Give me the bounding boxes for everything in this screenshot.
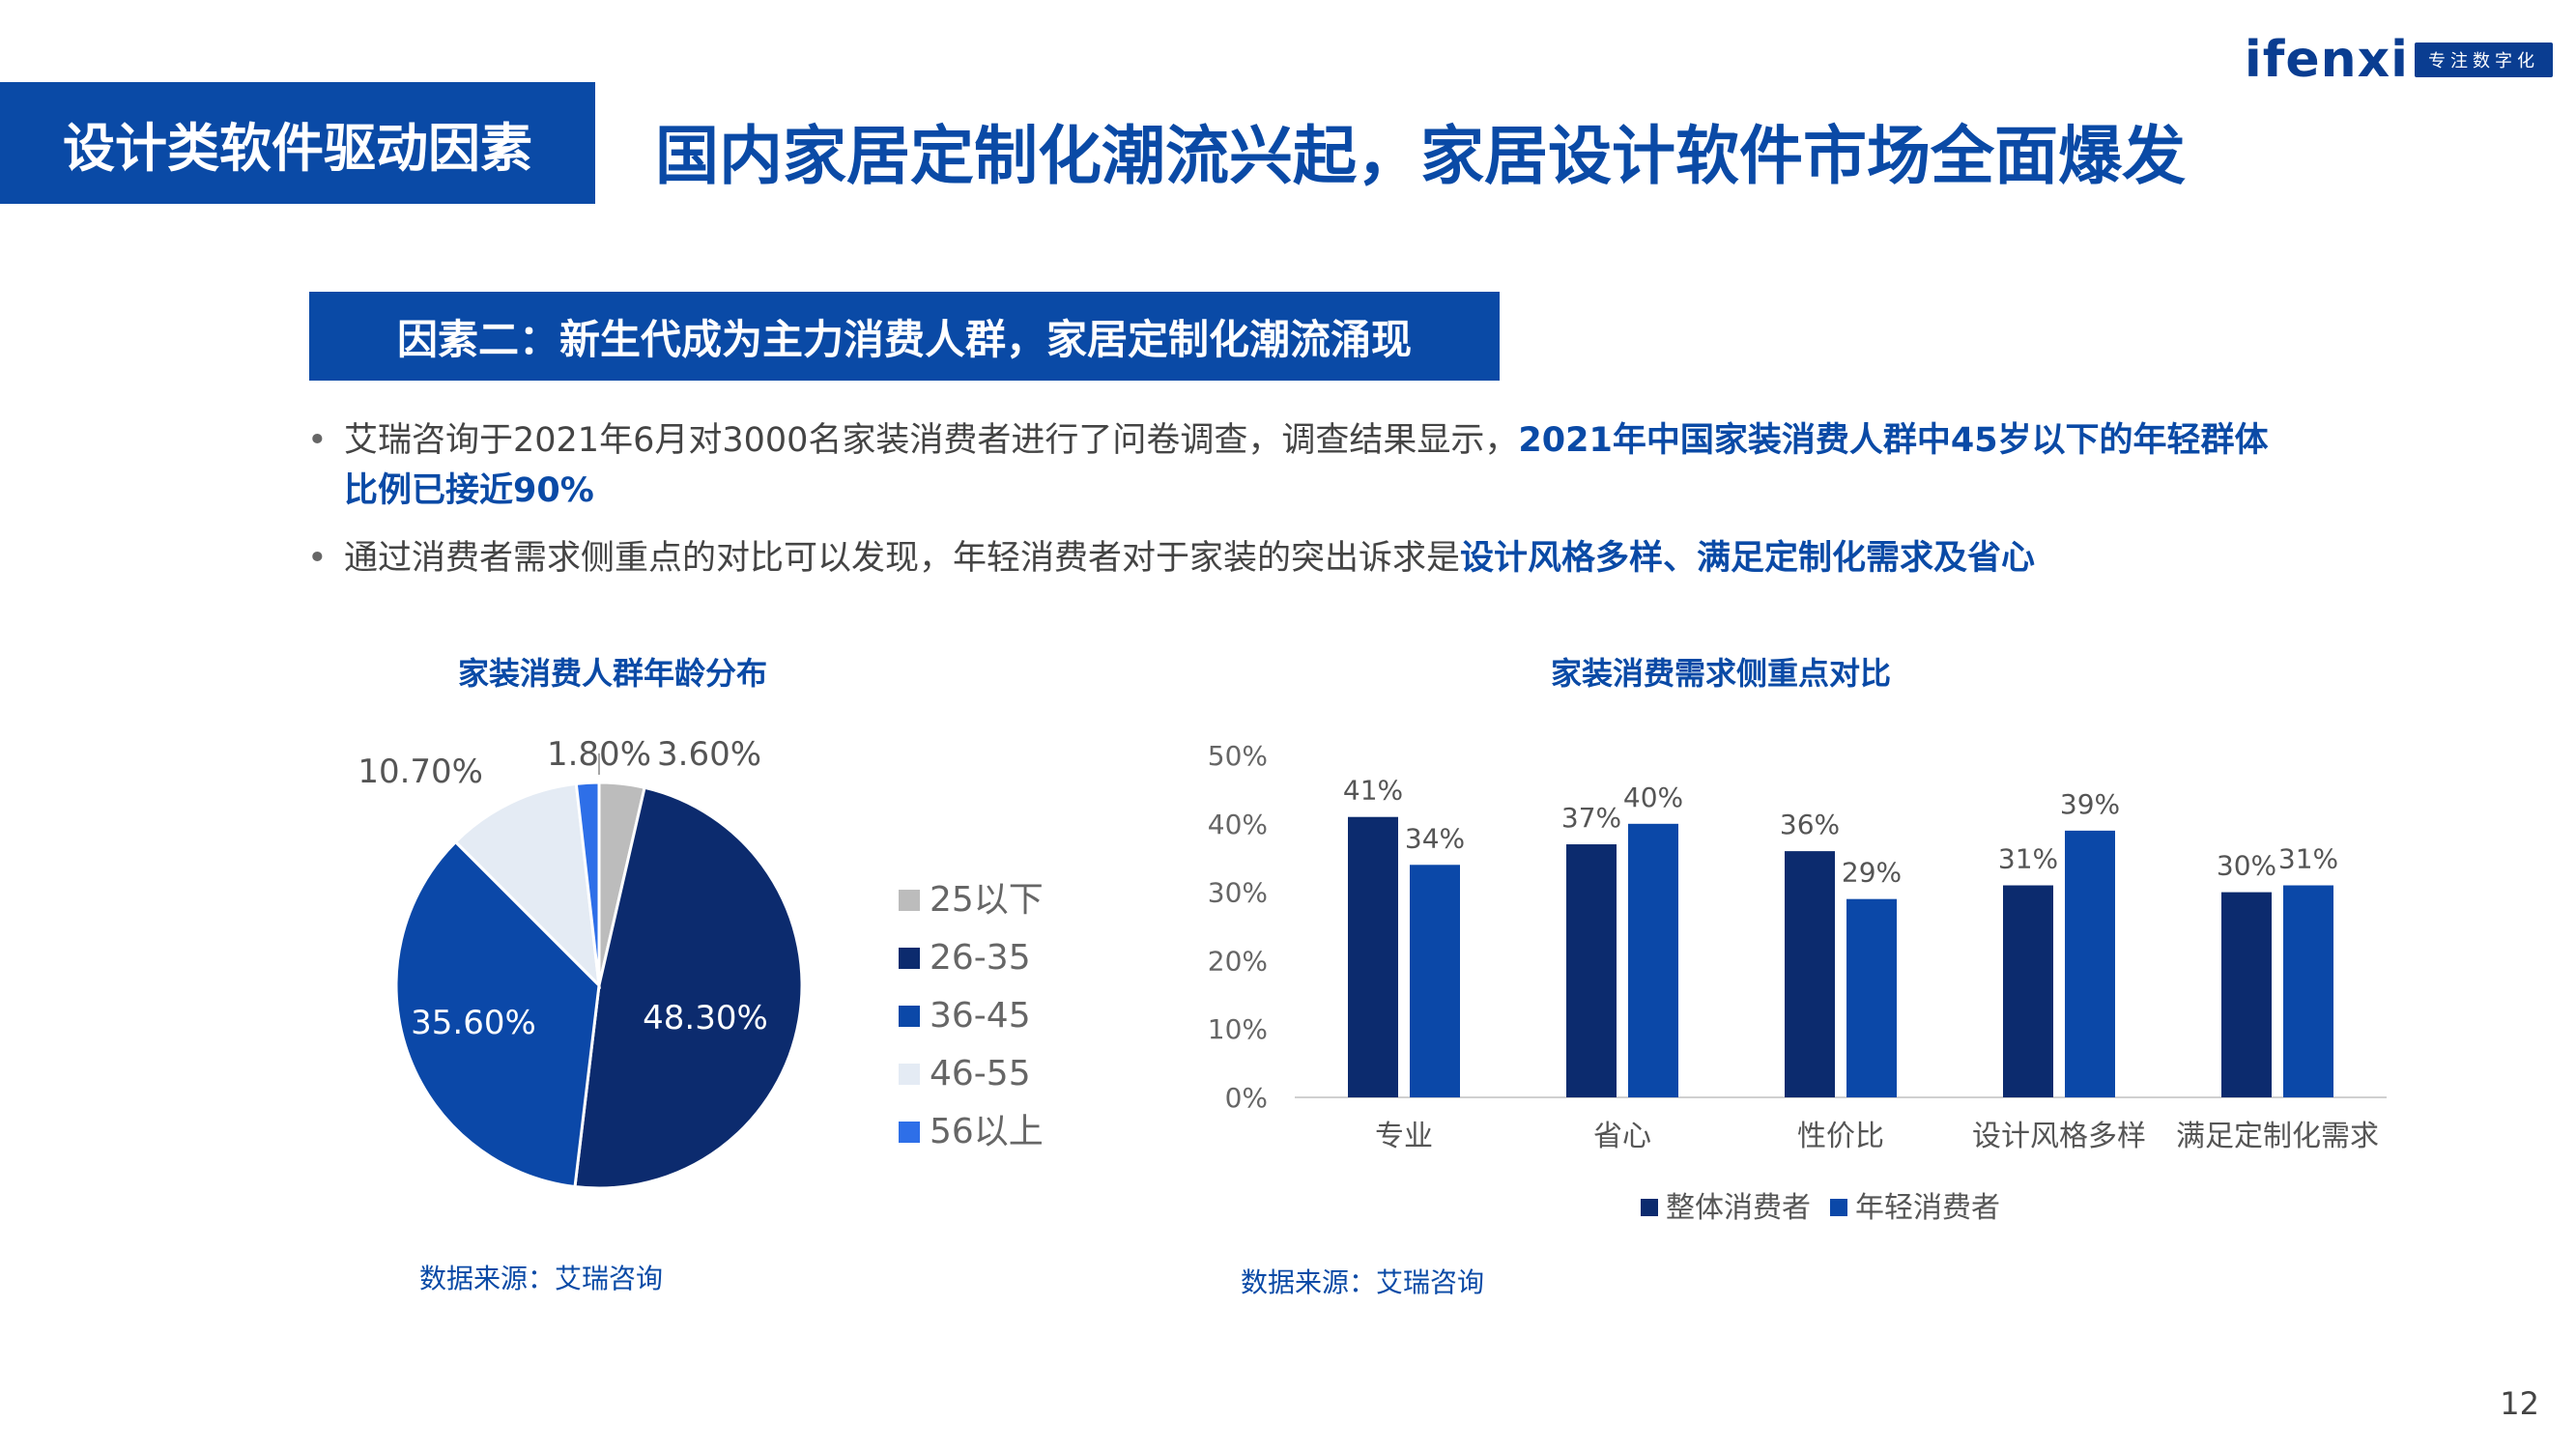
bar — [1410, 865, 1460, 1097]
pie-chart-title: 家装消费人群年龄分布 — [458, 655, 768, 692]
section-tag: 设计类软件驱动因素 — [0, 82, 595, 204]
y-tick-label: 20% — [1208, 945, 1268, 977]
x-tick-label: 省心 — [1593, 1120, 1651, 1153]
pie-chart-source: 数据来源：艾瑞咨询 — [419, 1263, 664, 1294]
pie-data-label: 3.60% — [657, 735, 761, 774]
bar — [1846, 898, 1897, 1097]
bullet-highlight: 2021年中国家装消费人群中45岁以下的年轻群体比例已接近90% — [344, 421, 2269, 510]
bullet-text: 艾瑞咨询于2021年6月对3000名家装消费者进行了问卷调查，调查结果显示， — [344, 421, 1519, 460]
bar-value-label: 39% — [2060, 788, 2120, 820]
legend-label: 整体消费者 — [1666, 1191, 1811, 1225]
legend-label: 26-35 — [930, 938, 1031, 978]
bar-value-label: 36% — [1780, 809, 1840, 840]
legend-swatch — [1641, 1199, 1658, 1216]
pie-slice — [453, 781, 601, 990]
factor-banner: 因素二：新生代成为主力消费人群，家居定制化潮流涌现 — [309, 292, 1500, 381]
bar-value-label: 40% — [1623, 781, 1683, 813]
demand-focus-bar-chart: 0%10%20%30%40%50%41%34%专业37%40%省心36%29%性… — [1208, 740, 2387, 1225]
legend-label: 56以上 — [930, 1112, 1044, 1151]
bullet-dot-icon: • — [307, 539, 328, 578]
page-headline: 国内家居定制化潮流兴起，家居设计软件市场全面爆发 — [655, 119, 2186, 193]
y-tick-label: 0% — [1225, 1082, 1268, 1114]
pie-slice — [394, 839, 601, 1189]
x-tick-label: 设计风格多样 — [1972, 1120, 2146, 1153]
x-tick-label: 满足定制化需求 — [2176, 1120, 2379, 1153]
legend-swatch — [1830, 1199, 1847, 1216]
x-tick-label: 性价比 — [1797, 1120, 1884, 1153]
y-tick-label: 40% — [1208, 809, 1268, 840]
pie-slice — [573, 785, 804, 1190]
bar-value-label: 30% — [2217, 850, 2276, 882]
bar-chart-title: 家装消费需求侧重点对比 — [1551, 655, 1892, 692]
bar — [1348, 816, 1398, 1097]
bar — [2221, 892, 2272, 1097]
pie-data-label: 10.70% — [358, 753, 483, 791]
bar — [2003, 885, 2053, 1097]
page-number: 12 — [2500, 1385, 2539, 1422]
age-distribution-pie-chart: 3.60%48.30%35.60%10.70% 1.80%25以下26-3536-… — [358, 735, 1044, 1190]
legend-label: 年轻消费者 — [1855, 1191, 2000, 1225]
brand-logo: ifenxi 专注数字化 — [2245, 31, 2553, 89]
bar — [1566, 844, 1617, 1097]
bar-value-label: 34% — [1405, 822, 1465, 854]
y-tick-label: 50% — [1208, 740, 1268, 772]
pie-data-label: 48.30% — [643, 999, 768, 1037]
legend-swatch — [899, 890, 920, 911]
pie-data-label: 35.60% — [411, 1004, 536, 1042]
bullet-text: 通过消费者需求侧重点的对比可以发现，年轻消费者对于家装的突出诉求是 — [344, 539, 1461, 578]
bar — [2283, 885, 2333, 1097]
bullet-item: • 通过消费者需求侧重点的对比可以发现，年轻消费者对于家装的突出诉求是设计风格多… — [307, 533, 2278, 583]
y-tick-label: 10% — [1208, 1013, 1268, 1045]
legend-swatch — [899, 1006, 920, 1027]
bar-value-label: 31% — [1998, 843, 2058, 875]
bullet-item: • 艾瑞咨询于2021年6月对3000名家装消费者进行了问卷调查，调查结果显示，… — [307, 415, 2278, 516]
bar — [1785, 851, 1835, 1097]
bar-value-label: 41% — [1343, 775, 1403, 807]
legend-swatch — [899, 1064, 920, 1085]
bullet-highlight: 设计风格多样、满足定制化需求及省心 — [1460, 539, 2036, 578]
logo-tagline: 专注数字化 — [2415, 43, 2553, 77]
bullet-list: • 艾瑞咨询于2021年6月对3000名家装消费者进行了问卷调查，调查结果显示，… — [307, 415, 2278, 601]
legend-label: 25以下 — [930, 880, 1044, 920]
bar-value-label: 29% — [1842, 857, 1902, 889]
bar — [2065, 830, 2115, 1097]
legend-label: 36-45 — [930, 996, 1031, 1036]
legend-swatch — [899, 1122, 920, 1143]
legend-label: 46-55 — [930, 1054, 1031, 1094]
pie-slice — [574, 781, 601, 986]
legend-swatch — [899, 948, 920, 969]
bar-value-label: 31% — [2278, 843, 2338, 875]
bar-chart-source: 数据来源：艾瑞咨询 — [1241, 1266, 1485, 1298]
bar-value-label: 37% — [1561, 802, 1621, 834]
x-tick-label: 专业 — [1375, 1120, 1433, 1153]
bar — [1628, 823, 1678, 1097]
logo-wordmark: ifenxi — [2244, 31, 2409, 89]
y-tick-label: 30% — [1208, 877, 1268, 909]
bullet-dot-icon: • — [307, 421, 328, 460]
